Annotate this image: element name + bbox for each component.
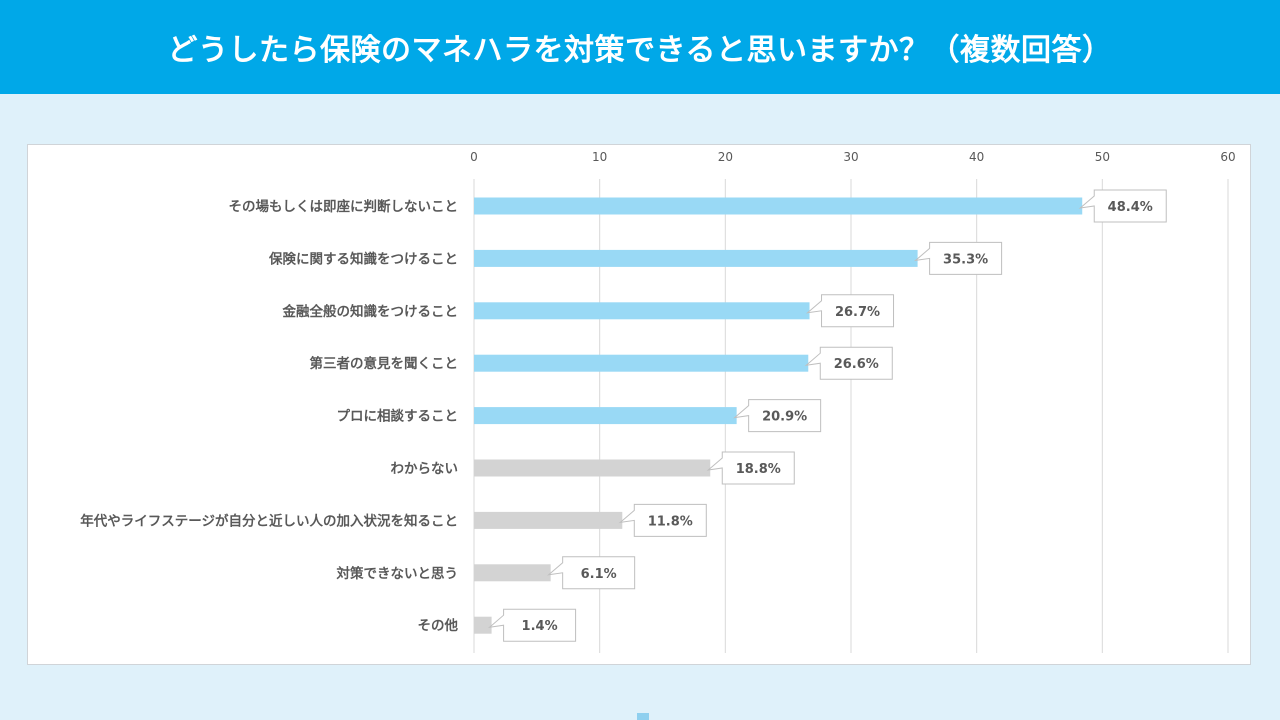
x-tick-label: 20	[718, 150, 733, 164]
x-tick-label: 40	[969, 150, 984, 164]
data-label-callout	[1078, 189, 1167, 223]
category-label: 対策できないと思う	[336, 565, 459, 582]
data-label-callout	[487, 608, 577, 642]
bar	[474, 302, 810, 320]
header-banner: どうしたら保険のマネハラを対策できると思いますか？（複数回答）	[0, 0, 1280, 94]
data-label: 20.9%	[762, 410, 807, 425]
data-label: 6.1%	[581, 567, 617, 582]
data-label-callout	[547, 556, 636, 590]
category-label: 金融全般の知識をつけること	[282, 303, 459, 320]
x-tick-label: 0	[470, 150, 478, 164]
category-label: 年代やライフステージが自分と近しい人の加入状況を知ること	[80, 512, 458, 529]
data-label: 35.3%	[943, 252, 988, 267]
category-label: 第三者の意見を聞くこと	[310, 355, 459, 372]
chart-panel: 0 10 20 30 40 50 60 その場もしくは即座に判断しないこと 48.4% 保険に関す…	[27, 144, 1251, 665]
data-label-callout	[618, 503, 707, 537]
data-label: 11.8%	[648, 514, 693, 529]
category-label: プロに相談すること	[337, 408, 459, 425]
category-label: 保険に関する知識をつけること	[268, 250, 458, 267]
bar-chart: 0 10 20 30 40 50 60 その場もしくは即座に判断しないこと 48.4% 保険に関す…	[80, 150, 1236, 653]
bar	[474, 354, 809, 372]
data-label: 26.7%	[835, 305, 880, 320]
bar	[474, 197, 1083, 215]
data-label-callout	[804, 346, 893, 380]
bar	[474, 616, 492, 634]
bar	[474, 511, 623, 529]
data-label: 48.4%	[1108, 200, 1153, 215]
data-label: 18.8%	[736, 462, 781, 477]
bar	[474, 407, 737, 425]
category-label: その場もしくは即座に判断しないこと	[229, 198, 459, 215]
data-label-callout	[805, 294, 895, 328]
category-label: その他	[418, 617, 459, 634]
data-label: 1.4%	[522, 619, 558, 634]
x-tick-label: 10	[592, 150, 607, 164]
x-tick-label: 60	[1220, 150, 1235, 164]
x-tick-label: 50	[1095, 150, 1110, 164]
data-label-callout	[706, 451, 795, 485]
data-label: 26.6%	[834, 357, 879, 372]
x-tick-label: 30	[843, 150, 858, 164]
scroll-indicator	[637, 713, 649, 720]
page-title: どうしたら保険のマネハラを対策できると思いますか？（複数回答）	[167, 33, 1113, 68]
category-label: わからない	[391, 461, 459, 477]
bar	[474, 564, 551, 582]
data-label-callout	[733, 399, 822, 433]
bar	[474, 459, 711, 477]
bar	[474, 249, 918, 267]
data-label-callout	[913, 241, 1003, 275]
